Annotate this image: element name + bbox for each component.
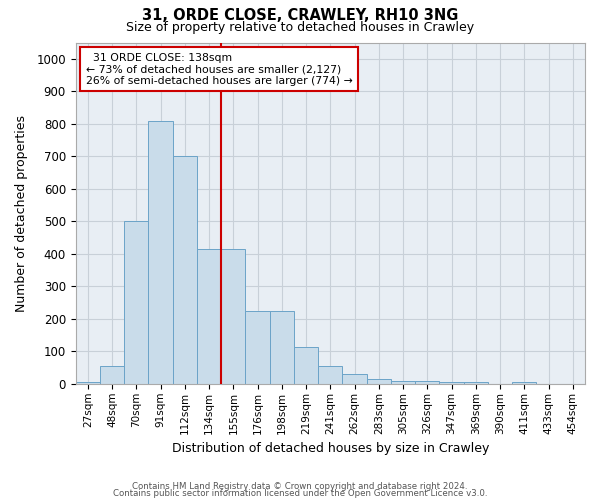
Y-axis label: Number of detached properties: Number of detached properties (15, 114, 28, 312)
Bar (197, 249, 221, 384)
Text: Size of property relative to detached houses in Crawley: Size of property relative to detached ho… (126, 21, 474, 34)
Bar (76, 382, 100, 384)
Bar (343, 374, 367, 384)
Bar (221, 249, 245, 384)
Bar (415, 380, 439, 384)
Bar (173, 156, 197, 384)
Bar (270, 310, 294, 384)
Text: 31 ORDE CLOSE: 138sqm
← 73% of detached houses are smaller (2,127)
26% of semi-d: 31 ORDE CLOSE: 138sqm ← 73% of detached … (86, 52, 353, 86)
Text: 31, ORDE CLOSE, CRAWLEY, RH10 3NG: 31, ORDE CLOSE, CRAWLEY, RH10 3NG (142, 8, 458, 22)
Bar (100, 366, 124, 384)
Bar (439, 382, 464, 384)
Bar (391, 380, 415, 384)
Bar (512, 382, 536, 384)
Bar (124, 222, 148, 384)
Bar (464, 382, 488, 384)
X-axis label: Distribution of detached houses by size in Crawley: Distribution of detached houses by size … (172, 442, 489, 455)
Bar (294, 346, 318, 384)
Bar (367, 379, 391, 384)
Bar (245, 310, 270, 384)
Text: Contains HM Land Registry data © Crown copyright and database right 2024.: Contains HM Land Registry data © Crown c… (132, 482, 468, 491)
Bar (148, 120, 173, 384)
Text: Contains public sector information licensed under the Open Government Licence v3: Contains public sector information licen… (113, 490, 487, 498)
Bar (318, 366, 343, 384)
